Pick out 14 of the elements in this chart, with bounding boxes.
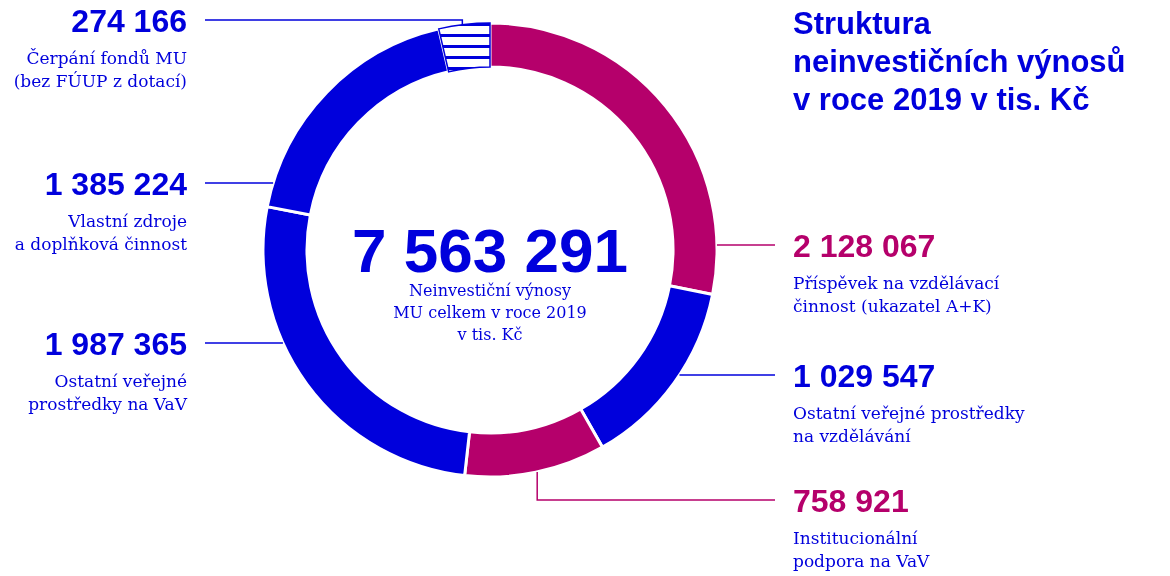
data-label: 274 166 — [71, 3, 187, 39]
text: Neinvestiční výnosy MU celkem v roce 2019 v tis. Kč — [393, 281, 587, 344]
slice-label: Příspěvek na vzdělávací činnost (ukazatel A+K) — [793, 273, 1000, 316]
slice-label: Ostatní veřejné prostředky na VaV — [28, 371, 188, 414]
data-label: 2 128 067 — [793, 228, 936, 264]
text: Struktura neinvestičních výnosů v roce 2019 v tis. Kč — [793, 6, 1126, 117]
slice-label: Vlastní zdroje a doplňková činnost — [14, 211, 188, 254]
slice-label: Institucionální podpora na VaV — [793, 528, 931, 571]
data-label: 758 921 — [793, 483, 909, 519]
data-label: 1 385 224 — [44, 166, 188, 202]
slice-label: Ostatní veřejné prostředky na vzdělávání — [793, 403, 1025, 446]
slice-label: Čerpání fondů MU (bez FÚUP z dotací) — [13, 48, 187, 91]
data-label: 1 987 365 — [44, 326, 187, 362]
data-label: 1 029 547 — [793, 358, 936, 394]
